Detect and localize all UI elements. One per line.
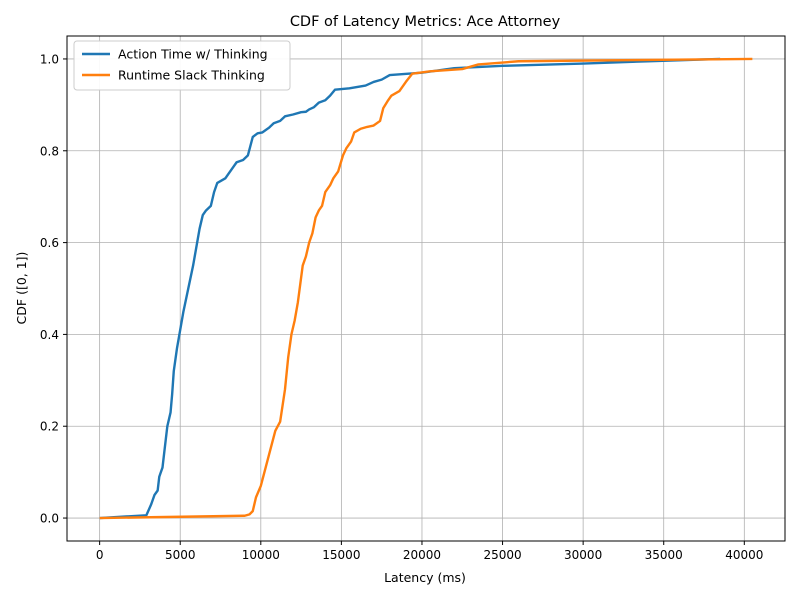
x-tick-label-0: 0	[96, 548, 104, 562]
grid-layer	[67, 36, 785, 541]
x-tick-label-2: 10000	[242, 548, 280, 562]
legend-box	[73, 40, 291, 91]
legend-label-runtime-slack: Runtime Slack Thinking	[118, 68, 265, 83]
y-tick-label-1: 0.2	[40, 420, 59, 434]
series-layer	[99, 57, 753, 520]
x-tick-label-1: 5000	[165, 548, 196, 562]
y-tick-label-5: 1.0	[40, 52, 59, 66]
y-tick-label-4: 0.8	[40, 144, 59, 158]
y-tick-label-3: 0.6	[40, 236, 59, 250]
x-tick-label-7: 35000	[645, 548, 683, 562]
series-line-0	[99, 57, 721, 520]
chart-title: CDF of Latency Metrics: Ace Attorney	[290, 14, 561, 30]
axis-layer: 0 5000 10000 15000 20000 25000 30000 35000 40000…	[40, 35, 786, 562]
legend: Action Time w/ Thinking Runtime Slack Th…	[73, 40, 291, 91]
x-tick-label-6: 30000	[564, 548, 602, 562]
x-tick-label-5: 25000	[483, 548, 521, 562]
legend-label-action-time: Action Time w/ Thinking	[118, 47, 268, 62]
y-tick-label-0: 0.0	[40, 512, 59, 526]
y-tick-label-2: 0.4	[40, 328, 59, 342]
x-axis-label: Latency (ms)	[384, 570, 466, 585]
x-tick-label-4: 20000	[403, 548, 441, 562]
y-axis-label: CDF ([0, 1])	[14, 252, 29, 325]
series-line-1	[99, 57, 753, 520]
plot-frame	[66, 35, 786, 542]
x-tick-label-8: 40000	[725, 548, 763, 562]
x-tick-label-3: 15000	[322, 548, 360, 562]
